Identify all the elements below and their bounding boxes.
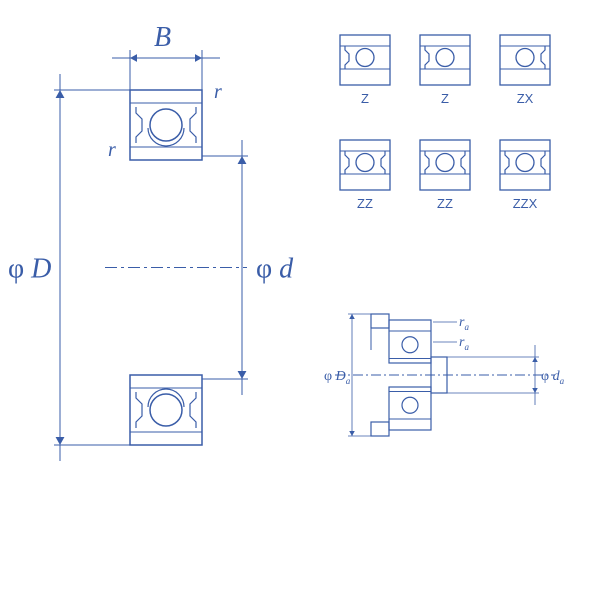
svg-text:φ D: φ D bbox=[8, 254, 51, 285]
svg-text:ZZ: ZZ bbox=[357, 196, 373, 211]
variant-z: Z bbox=[340, 35, 390, 106]
variant-zz: ZZ bbox=[340, 140, 390, 211]
svg-text:ra: ra bbox=[459, 335, 469, 352]
variant-icons: ZZZXZZZZZZX bbox=[340, 35, 550, 211]
svg-text:φ da: φ da bbox=[541, 369, 565, 386]
variant-z: Z bbox=[420, 35, 470, 106]
svg-text:B: B bbox=[154, 22, 171, 53]
svg-text:ra: ra bbox=[459, 315, 469, 332]
aux-diagram: ra ra φ Da φ da bbox=[324, 314, 565, 436]
variant-zx: ZX bbox=[500, 35, 550, 106]
main-cross-section: Br r φ D φ d bbox=[8, 22, 294, 461]
svg-text:r: r bbox=[108, 139, 116, 161]
variant-zz: ZZ bbox=[420, 140, 470, 211]
svg-text:ZZX: ZZX bbox=[513, 196, 538, 211]
variant-zzx: ZZX bbox=[500, 140, 550, 211]
svg-text:Z: Z bbox=[361, 91, 369, 106]
svg-text:φ d: φ d bbox=[256, 254, 294, 285]
svg-text:r: r bbox=[214, 81, 222, 103]
svg-text:ZX: ZX bbox=[517, 91, 534, 106]
svg-text:φ Da: φ Da bbox=[324, 369, 351, 386]
svg-text:ZZ: ZZ bbox=[437, 196, 453, 211]
svg-text:Z: Z bbox=[441, 91, 449, 106]
